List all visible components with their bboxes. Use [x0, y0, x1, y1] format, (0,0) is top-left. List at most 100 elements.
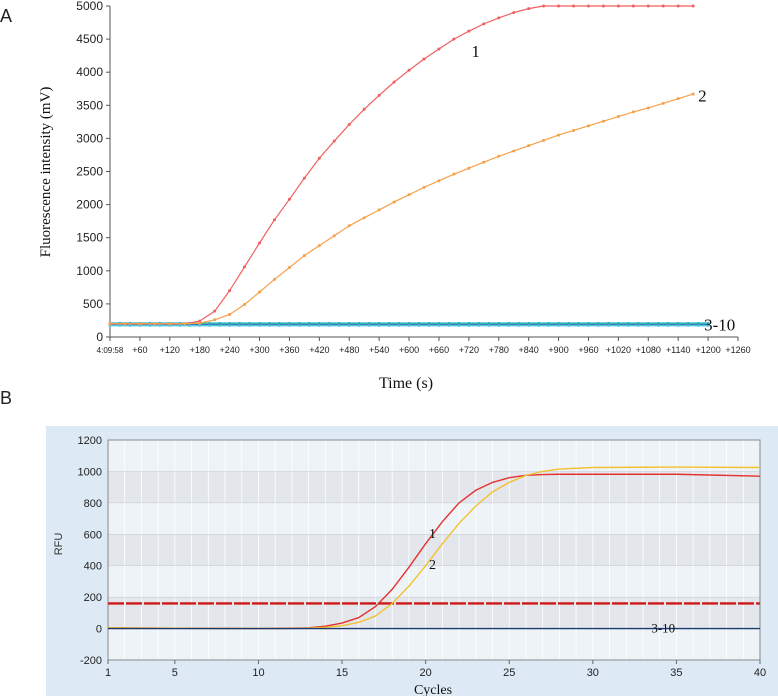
chart-a-point-1 — [586, 4, 590, 8]
chart-a-point-2 — [123, 322, 127, 326]
chart-a-baseline-point — [656, 324, 660, 327]
chart-b-x-tick-label: 10 — [252, 667, 264, 679]
chart-a-baseline-point — [646, 324, 650, 327]
chart-a-baseline-point — [298, 324, 301, 327]
chart-a-series-line-2 — [110, 93, 694, 325]
chart-b-frame — [107, 439, 761, 661]
chart-a-baseline-point — [696, 324, 700, 327]
chart-a-point-1 — [347, 122, 351, 126]
chart-a-x-tick-label: +540 — [369, 345, 389, 355]
chart-a-baseline-point — [268, 324, 271, 327]
panel-label-a: A — [0, 6, 12, 26]
chart-a-point-1 — [377, 93, 381, 97]
chart-a-point-1 — [258, 241, 262, 245]
chart-a-x-tick-label: 4:09:58 — [97, 346, 124, 355]
chart-a-point-2 — [616, 115, 620, 119]
chart-b-series-label-3-10: 3-10 — [651, 621, 675, 636]
chart-a-x-tick-label: +360 — [279, 345, 299, 355]
chart-a-baseline-point — [357, 324, 361, 327]
chart-a-baseline-point — [457, 324, 461, 327]
chart-a-x-tick-label: +720 — [459, 345, 479, 355]
chart-b-band — [108, 534, 760, 566]
chart-a-point-2 — [302, 254, 306, 258]
chart-a-baseline-point — [218, 324, 221, 327]
chart-a-point-2 — [362, 216, 366, 220]
chart-b-y-tick-label: -200 — [80, 655, 102, 667]
chart-b-x-tick-label: 25 — [503, 667, 515, 679]
chart-a-baseline-point — [198, 324, 202, 327]
chart-a-baseline-point — [547, 324, 550, 327]
chart-a-point-2 — [377, 208, 381, 212]
chart-a-point-1 — [557, 4, 561, 8]
chart-a-x-tick-label: +60 — [132, 345, 147, 355]
chart-a-baseline-point — [258, 324, 261, 327]
chart-a-x-tick-label: +960 — [578, 345, 598, 355]
chart-a-point-1 — [646, 4, 650, 8]
chart-a-baseline-point — [208, 324, 211, 327]
chart-a-series-line-1 — [110, 5, 694, 325]
chart-a-point-1 — [527, 7, 531, 11]
chart-a-point-2 — [287, 265, 291, 269]
chart-a-point-2 — [243, 303, 247, 307]
chart-a-y-tick-label: 1500 — [76, 231, 103, 245]
chart-a-baseline-point — [477, 324, 481, 327]
chart-b-ylabel: RFU — [53, 533, 65, 556]
chart-a-point-1 — [542, 4, 546, 8]
chart-a: Fluorescence intensity (mV) Time (s) 0 50… — [38, 0, 751, 392]
chart-a-y-tick-label: 4000 — [76, 65, 103, 79]
chart-a-baseline-point — [666, 324, 670, 327]
chart-a-baseline-point — [407, 324, 411, 327]
chart-a-point-1 — [497, 16, 501, 20]
chart-a-ylabel: Fluorescence intensity (mV) — [38, 87, 54, 258]
chart-a-point-2 — [467, 166, 471, 170]
chart-b-x-tick-label: 40 — [754, 667, 766, 679]
chart-a-point-2 — [631, 110, 635, 114]
chart-b-band — [108, 440, 760, 472]
chart-a-baseline-point — [617, 324, 620, 327]
chart-a-baseline-point — [597, 324, 600, 327]
chart-a-point-2 — [168, 322, 172, 326]
chart-a-x-tick-label: +120 — [160, 345, 180, 355]
chart-a-point-1 — [691, 4, 695, 8]
chart-a-baseline-point — [178, 324, 182, 327]
chart-a-point-1 — [243, 265, 247, 269]
chart-a-point-2 — [512, 149, 516, 153]
chart-a-point-1 — [332, 139, 336, 143]
chart-a-x-tick-label: +900 — [548, 345, 568, 355]
chart-a-y-tick-label: 1000 — [76, 264, 103, 278]
chart-a-point-2 — [572, 128, 576, 132]
chart-a-point-1 — [362, 107, 366, 111]
chart-a-baseline-point — [537, 324, 540, 327]
chart-a-baseline-point — [447, 324, 451, 327]
chart-a-baseline-point — [437, 324, 441, 327]
chart-a-baseline-point — [467, 324, 471, 327]
chart-a-series-label-3-10: 3-10 — [704, 315, 735, 334]
chart-a-point-1 — [601, 4, 605, 8]
chart-a-point-2 — [153, 322, 157, 326]
chart-a-baseline-point — [128, 324, 132, 327]
chart-b-y-tick-label: 400 — [84, 561, 102, 573]
chart-a-point-2 — [437, 179, 441, 183]
chart-a-x-tick-label: +660 — [429, 345, 449, 355]
chart-a-point-2 — [557, 133, 561, 137]
chart-a-point-1 — [631, 4, 635, 8]
chart-a-y-tick-label: 3500 — [76, 98, 103, 112]
chart-a-series-label-2: 2 — [698, 86, 707, 105]
chart-b-x-tick-label: 30 — [587, 667, 599, 679]
chart-a-point-1 — [407, 68, 411, 72]
chart-a-x-tick-label: +180 — [190, 345, 210, 355]
chart-a-y-tick-label: 2000 — [76, 198, 103, 212]
chart-a-x-tick-label: +600 — [399, 345, 419, 355]
chart-a-y-tick-label: 2500 — [76, 165, 103, 179]
chart-a-point-1 — [467, 29, 471, 33]
chart-a-point-2 — [497, 154, 501, 158]
chart-a-x-tick-label: +480 — [339, 345, 359, 355]
chart-a-baseline-point — [328, 324, 331, 327]
chart-a-y-tick-label: 4500 — [76, 32, 103, 46]
chart-b-band — [108, 471, 760, 503]
chart-a-baseline-point — [148, 324, 152, 327]
chart-b-x-tick-label: 15 — [336, 667, 348, 679]
chart-a-point-1 — [661, 4, 665, 8]
